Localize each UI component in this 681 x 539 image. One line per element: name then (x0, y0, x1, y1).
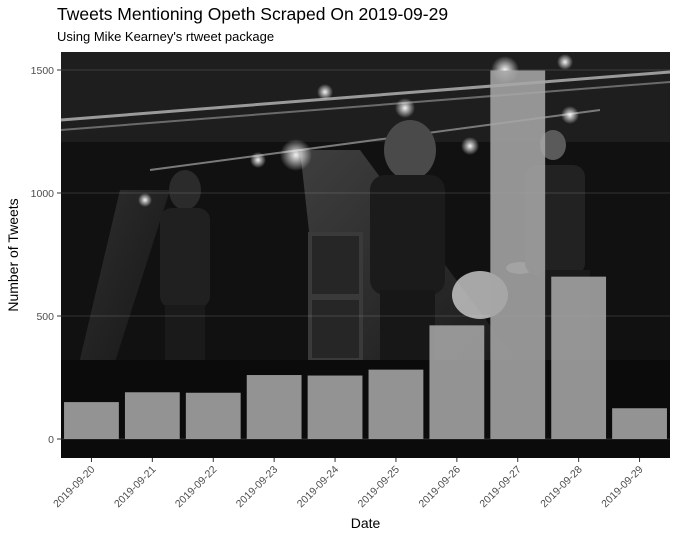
bar-2019-09-20 (64, 402, 119, 439)
x-tick-label: 2019-09-27 (477, 464, 524, 511)
bars (64, 70, 667, 439)
bar-2019-09-27 (490, 70, 546, 439)
bar-2019-09-28 (551, 276, 607, 439)
x-tick-label: 2019-09-28 (538, 464, 585, 511)
bar-2019-09-22 (185, 392, 241, 439)
y-axis: 0 500 1000 1500 (31, 65, 61, 446)
x-axis: 2019-09-20 2019-09-21 2019-09-22 2019-09-23… (51, 458, 646, 510)
bar-2019-09-26 (429, 325, 485, 439)
x-tick-label: 2019-09-21 (112, 464, 159, 511)
bar-2019-09-24 (307, 375, 363, 439)
x-tick-label: 2019-09-26 (417, 464, 464, 511)
x-tick-label: 2019-09-20 (51, 464, 98, 511)
y-tick-label: 1500 (31, 65, 55, 77)
x-tick-label: 2019-09-25 (356, 464, 403, 511)
y-tick-label: 0 (48, 434, 54, 446)
bar-2019-09-21 (124, 392, 180, 439)
y-tick-label: 1000 (31, 188, 55, 200)
bar-2019-09-23 (246, 375, 302, 439)
bar-2019-09-29 (612, 408, 667, 439)
x-tick-label: 2019-09-29 (599, 464, 646, 511)
chart-title: Tweets Mentioning Opeth Scraped On 2019-… (57, 4, 449, 24)
y-tick-label: 500 (36, 311, 54, 323)
x-axis-title: Date (351, 515, 381, 531)
bar-2019-09-25 (368, 369, 424, 439)
x-tick-label: 2019-09-24 (295, 464, 342, 511)
x-tick-label: 2019-09-23 (234, 464, 281, 511)
x-tick-label: 2019-09-22 (173, 464, 220, 511)
chart-subtitle: Using Mike Kearney's rtweet package (57, 29, 275, 44)
y-axis-title: Number of Tweets (5, 198, 21, 311)
